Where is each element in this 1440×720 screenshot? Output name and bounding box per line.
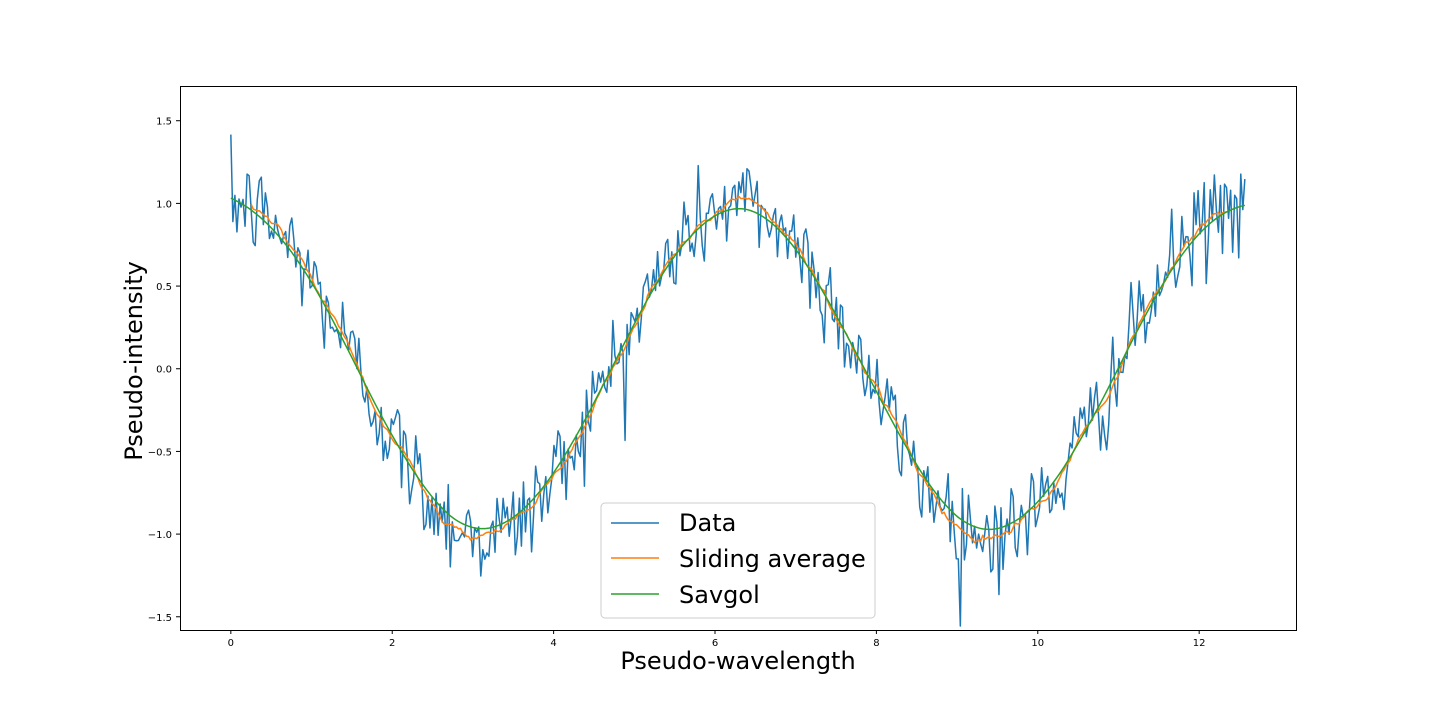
legend-label-sliding-average: Sliding average (679, 545, 866, 573)
x-tick-label: 0 (228, 638, 234, 649)
y-tick-label: 0.5 (156, 282, 172, 293)
y-tick-label: 0.0 (156, 365, 172, 376)
legend: Data Sliding average Savgol (600, 502, 876, 619)
legend-label-savgol: Savgol (679, 581, 760, 609)
y-axis: −1.5 −1.0 −0.5 0.0 0.5 1.0 1.5 (148, 117, 180, 624)
series-layer (230, 134, 1246, 627)
legend-label-data: Data (679, 509, 736, 537)
x-tick-label: 10 (1031, 638, 1044, 649)
x-tick-label: 4 (550, 638, 556, 649)
x-tick-label: 8 (873, 638, 879, 649)
y-tick-label: 1.0 (156, 199, 172, 210)
y-tick-label: 1.5 (156, 117, 172, 128)
plot-frame (180, 86, 1297, 631)
series-line-savgol (230, 197, 1246, 531)
x-tick-label: 12 (1193, 638, 1206, 649)
x-axis-label: Pseudo-wavelength (620, 647, 855, 675)
x-axis: 0 2 4 6 8 10 12 (228, 630, 1206, 649)
series-line-sliding-average (250, 195, 1227, 544)
y-tick-label: −1.5 (148, 613, 172, 624)
x-tick-label: 2 (389, 638, 395, 649)
y-axis-label: Pseudo-intensity (120, 261, 148, 461)
legend-box (600, 502, 876, 619)
x-tick-label: 6 (712, 638, 718, 649)
y-tick-label: −1.0 (148, 530, 172, 541)
y-tick-label: −0.5 (148, 447, 172, 458)
